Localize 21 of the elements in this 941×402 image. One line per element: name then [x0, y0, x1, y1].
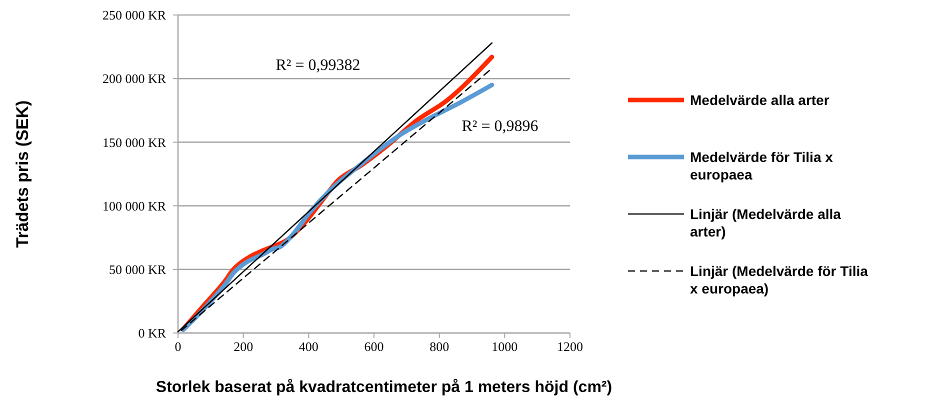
x-tick-label: 800	[430, 339, 450, 354]
y-tick-label: 250 000 KR	[102, 8, 166, 23]
y-tick-label: 150 000 KR	[102, 134, 166, 150]
x-tick-label: 600	[364, 339, 384, 354]
y-axis-title: Trädets pris (SEK)	[13, 100, 32, 248]
y-tick-label: 200 000 KR	[102, 71, 166, 86]
y-tick-label: 50 000 KR	[108, 262, 166, 277]
y-tick-label: 0 KR	[138, 326, 166, 341]
x-tick-label: 400	[298, 339, 318, 354]
x-tick-label: 0	[174, 339, 182, 354]
legend-label: Linjär (Medelvärde alla arter)	[690, 206, 842, 240]
legend-label: Medelvärde alla arter	[690, 92, 830, 108]
x-tick-label: 1200	[557, 339, 583, 354]
x-axis-title: Storlek baserat på kvadratcentimeter på 1 meters höjd (cm²)	[156, 378, 612, 396]
y-tick-label: 100 000 KR	[102, 198, 166, 214]
legend-label: Linjär (Medelvärde för Tilia x europaea)	[690, 262, 868, 296]
x-tick-label: 1000	[492, 339, 518, 354]
x-tick-label: 200	[234, 339, 254, 354]
annotation: R² = 0,99382	[276, 57, 360, 74]
legend-label: Medelvärde för Tilia x europaea	[690, 148, 834, 182]
annotation: R² = 0,9896	[462, 118, 538, 135]
